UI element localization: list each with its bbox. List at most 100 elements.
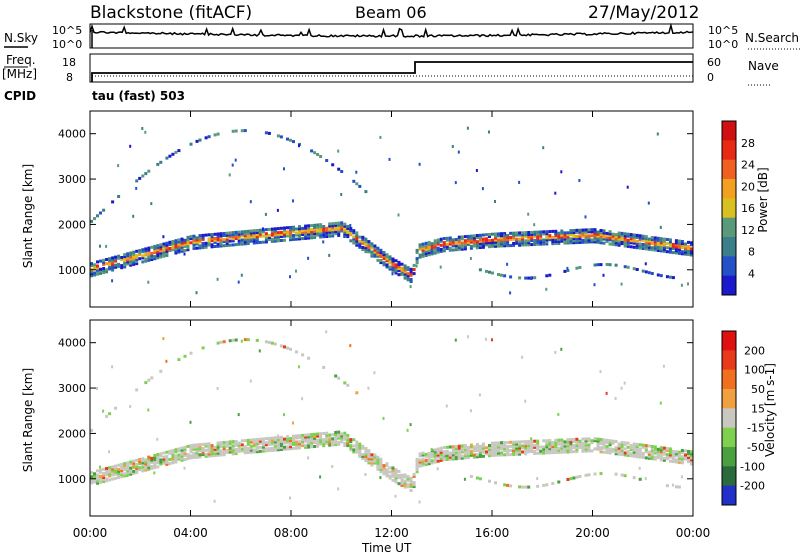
data-cell — [518, 485, 522, 489]
data-cell — [295, 269, 297, 273]
data-cell — [491, 271, 494, 275]
data-cell — [337, 430, 341, 434]
data-cell — [334, 223, 338, 227]
data-cell — [313, 432, 317, 436]
data-cell — [475, 244, 479, 248]
data-cell — [111, 200, 115, 204]
colorbar-frame — [721, 330, 737, 506]
data-cell — [204, 444, 208, 448]
data-cell — [530, 232, 534, 236]
data-cell — [478, 453, 482, 456]
data-cell — [228, 239, 232, 243]
data-cell — [548, 451, 552, 455]
data-cell — [382, 470, 386, 474]
data-cell — [430, 461, 434, 465]
data-cell — [361, 246, 365, 249]
data-cell — [599, 370, 602, 374]
data-cell — [99, 470, 102, 474]
data-cell — [295, 436, 298, 440]
data-cell — [177, 242, 181, 246]
data-cell — [623, 240, 627, 244]
data-cell — [530, 235, 534, 238]
data-cell — [650, 238, 654, 241]
data-cell — [527, 444, 531, 448]
data-cell — [165, 243, 169, 247]
data-cell — [222, 238, 226, 242]
data-cell — [352, 438, 356, 442]
data-cell — [433, 456, 437, 460]
data-cell — [472, 244, 476, 248]
data-cell — [111, 471, 115, 475]
data-cell — [506, 238, 510, 242]
data-cell — [587, 445, 591, 449]
data-cell — [135, 179, 139, 183]
data-cell — [515, 241, 519, 245]
data-cell — [599, 239, 603, 243]
data-cell — [684, 246, 687, 250]
data-cell — [391, 265, 395, 269]
data-cell — [545, 443, 549, 447]
data-cell — [563, 233, 567, 237]
data-cell — [243, 234, 247, 238]
data-cell — [246, 338, 250, 342]
data-cell — [129, 259, 133, 263]
data-cell — [578, 232, 582, 236]
data-cell — [611, 238, 615, 242]
data-cell — [171, 453, 175, 457]
data-cell — [228, 440, 232, 444]
data-cell — [270, 233, 274, 237]
data-cell — [497, 232, 500, 236]
data-cell — [310, 234, 314, 238]
data-cell — [680, 457, 684, 461]
data-cell — [346, 442, 350, 445]
data-cell — [292, 438, 295, 442]
data-cell — [415, 464, 419, 468]
data-cell — [210, 446, 214, 450]
data-cell — [665, 447, 669, 450]
data-cell — [117, 463, 121, 467]
data-cell — [662, 249, 666, 253]
data-cell — [406, 274, 410, 278]
data-cell — [665, 453, 669, 457]
data-cell — [370, 463, 374, 467]
data-cell — [264, 437, 268, 441]
data-cell — [427, 458, 431, 462]
data-cell — [454, 181, 457, 185]
data-cell — [515, 442, 519, 446]
data-cell — [400, 268, 404, 272]
data-cell — [240, 232, 244, 236]
data-cell — [644, 450, 648, 454]
data-cell — [340, 229, 344, 233]
data-cell — [379, 461, 383, 465]
data-cell — [436, 459, 440, 463]
data-cell — [123, 255, 127, 259]
data-cell — [111, 467, 115, 471]
colorbar-tick-label: 24 — [741, 159, 755, 172]
data-cell — [132, 214, 135, 218]
data-cell — [587, 449, 591, 453]
data-cell — [503, 453, 507, 457]
data-cell — [584, 232, 588, 236]
data-cell — [216, 234, 220, 238]
data-cell — [653, 242, 657, 246]
data-cell — [503, 238, 507, 242]
data-cell — [358, 452, 362, 456]
data-cell — [662, 364, 665, 368]
data-cell — [261, 227, 264, 231]
data-cell — [602, 444, 606, 448]
data-cell — [334, 443, 338, 447]
data-cell — [276, 233, 280, 237]
data-cell — [626, 451, 630, 455]
data-cell — [599, 237, 603, 241]
data-cell — [255, 440, 259, 443]
data-cell — [578, 240, 582, 244]
data-cell — [349, 227, 353, 231]
data-cell — [216, 449, 220, 453]
data-cell — [439, 452, 443, 456]
data-cell — [659, 454, 663, 458]
data-cell — [632, 476, 636, 480]
data-cell — [469, 443, 473, 447]
data-cell — [319, 436, 323, 440]
power-colorbar-label: Power [dB] — [756, 167, 770, 232]
